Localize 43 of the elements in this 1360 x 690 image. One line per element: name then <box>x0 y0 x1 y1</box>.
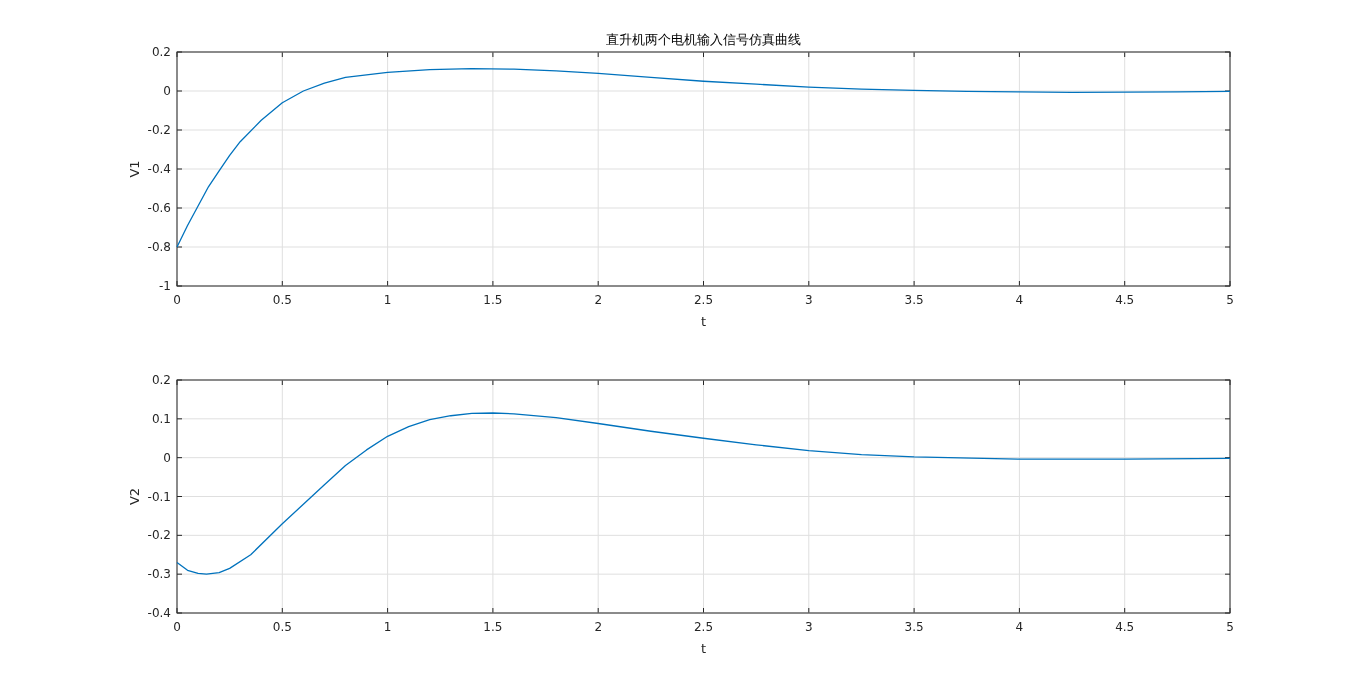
x-tick-label: 2.5 <box>693 620 714 634</box>
y-tick-label: -0.6 <box>147 201 171 215</box>
x-tick-label: 4.5 <box>1115 293 1135 307</box>
x-tick-label: 0.5 <box>272 620 292 634</box>
x-axis-title: t <box>700 314 707 329</box>
y-tick-label: -0.2 <box>147 123 171 137</box>
y-tick-label: 0.2 <box>151 45 171 59</box>
x-tick-label: 3.5 <box>904 293 924 307</box>
y-tick-label: -0.1 <box>147 489 171 504</box>
x-axis-title: t <box>700 641 707 656</box>
y-tick-label: -1 <box>159 279 171 293</box>
x-tick-label: 5 <box>1226 293 1234 307</box>
y-tick-label: 0 <box>163 450 171 465</box>
y-tick-label: 0 <box>163 84 171 98</box>
x-tick-label: 5 <box>1226 620 1234 634</box>
x-tick-label: 4.5 <box>1115 620 1135 634</box>
x-tick-label: 1 <box>383 620 392 634</box>
y-tick-label: -0.2 <box>147 528 171 543</box>
y-tick-label: -0.4 <box>147 162 171 176</box>
x-tick-label: 2 <box>594 620 603 634</box>
y-tick-label: 0.1 <box>151 411 171 426</box>
line-series <box>176 67 1231 248</box>
x-tick-label: 4 <box>1015 293 1024 307</box>
x-tick-label: 1.5 <box>483 293 503 307</box>
y-axis-title: V2 <box>127 487 142 506</box>
x-tick-label: 2 <box>594 293 603 307</box>
y-tick-label: 0.2 <box>151 373 171 387</box>
y-axis-title: V1 <box>127 160 142 178</box>
x-tick-label: 1 <box>383 293 392 307</box>
line-series <box>176 412 1231 575</box>
x-tick-label: 3.5 <box>904 620 924 634</box>
x-tick-label: 2.5 <box>693 293 714 307</box>
x-tick-label: 0 <box>173 620 181 634</box>
y-tick-label: -0.8 <box>147 240 171 254</box>
x-tick-label: 4 <box>1015 620 1024 634</box>
x-tick-label: 0 <box>173 293 181 307</box>
x-tick-label: 3 <box>804 620 813 634</box>
x-tick-label: 1.5 <box>483 620 503 634</box>
x-tick-label: 3 <box>804 293 813 307</box>
y-tick-label: -0.4 <box>147 606 171 620</box>
x-tick-label: 0.5 <box>272 293 292 307</box>
y-tick-label: -0.3 <box>147 567 171 582</box>
chart-title: 直升机两个电机输入信号仿真曲线 <box>606 32 801 47</box>
